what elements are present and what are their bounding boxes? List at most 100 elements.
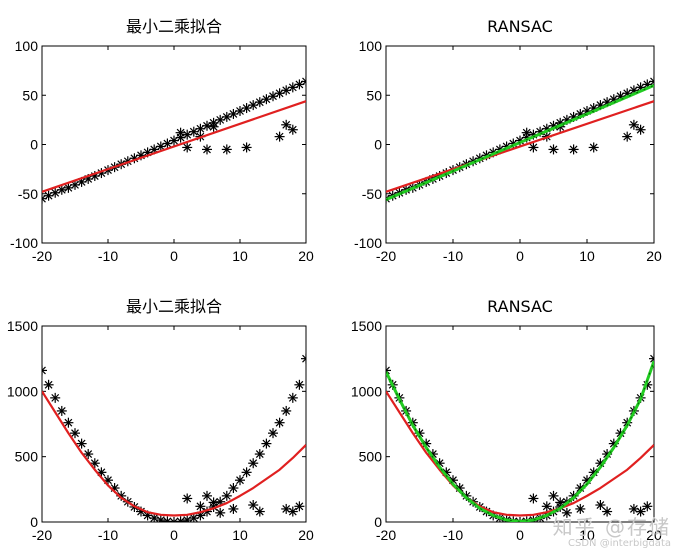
data-point: [281, 119, 292, 130]
watermark-line2: CSDN @interbigdata: [568, 538, 671, 549]
x-tick-label: 0: [516, 248, 524, 264]
data-point: [228, 483, 239, 494]
data-point: [602, 506, 613, 517]
data-point: [228, 503, 239, 514]
data-point: [588, 142, 599, 153]
data-point: [195, 501, 206, 512]
axes-frame: [41, 325, 307, 523]
data-point: [568, 144, 579, 155]
y-tick-label: 0: [30, 514, 38, 530]
data-point: [649, 76, 654, 87]
axes-frame: [385, 325, 655, 523]
watermark: 知乎 @存储 CSDN @interbigdata: [553, 517, 671, 549]
data-point: [56, 405, 67, 416]
data-point: [248, 500, 259, 511]
least-squares-fit-line: [42, 100, 306, 193]
data-point: [241, 142, 252, 153]
data-point: [70, 179, 80, 190]
data-point: [50, 187, 61, 198]
data-point: [528, 493, 539, 504]
data-point: [548, 490, 559, 501]
data-point: [169, 517, 179, 522]
data-point: [575, 503, 586, 514]
data-point: [622, 131, 633, 142]
data-point: [221, 111, 232, 122]
ransac-fit-line-overlay: [386, 84, 654, 201]
data-point: [182, 142, 193, 153]
data-point: [76, 438, 87, 449]
x-tick-label: 10: [232, 248, 248, 264]
watermark-line1: 知乎 @存储: [552, 515, 671, 539]
data-point: [254, 506, 265, 517]
x-tick-label: -10: [98, 527, 118, 543]
x-tick-label: -20: [376, 527, 396, 543]
series-points: [42, 353, 306, 522]
x-tick-label: -10: [443, 248, 463, 264]
y-tick-label: 0: [374, 514, 382, 530]
x-tick-label: 0: [170, 527, 178, 543]
data-point: [175, 127, 186, 138]
data-point: [287, 124, 298, 135]
x-tick-label: 0: [170, 248, 178, 264]
plot-area: [42, 353, 306, 522]
y-tick-label: 500: [15, 449, 39, 465]
y-tick-label: -50: [362, 186, 382, 202]
subplot-3: 最小二乘拟合 -20 -10 0 10 20 0 500 1000 1500: [7, 297, 314, 543]
data-point: [182, 493, 193, 504]
data-point: [235, 475, 245, 486]
data-point: [175, 516, 186, 522]
data-point: [182, 515, 193, 522]
data-point: [202, 144, 212, 155]
data-point: [202, 490, 212, 501]
data-point: [83, 449, 94, 460]
data-point: [642, 501, 653, 512]
data-point: [221, 144, 232, 155]
data-point: [248, 100, 259, 111]
chart-title: 最小二乘拟合: [126, 297, 222, 316]
data-point: [595, 500, 606, 511]
data-point: [43, 379, 54, 390]
y-tick-label: 100: [15, 38, 39, 54]
least-squares-fit-line: [42, 390, 306, 517]
x-tick-label: 20: [646, 527, 662, 543]
data-point: [208, 497, 219, 508]
data-point: [254, 449, 265, 460]
data-point: [261, 438, 272, 449]
chart-title: 最小二乘拟合: [126, 17, 222, 36]
data-point: [274, 131, 285, 142]
subplot-4: RANSAC -20 -10 0 10 20 0 500 1000 1500: [351, 297, 662, 543]
plot-area: [386, 76, 654, 204]
data-point: [281, 85, 292, 96]
y-tick-label: 1000: [351, 383, 382, 399]
x-tick-label: 10: [579, 248, 595, 264]
data-point: [635, 506, 646, 517]
data-point: [215, 507, 226, 518]
x-tick-label: 20: [298, 248, 314, 264]
x-tick-label: 10: [232, 527, 248, 543]
y-tick-label: -50: [18, 186, 38, 202]
data-point: [301, 353, 306, 364]
y-tick-label: -100: [10, 235, 38, 251]
data-point: [50, 392, 61, 403]
least-squares-fit-line: [386, 390, 654, 517]
chart-title: RANSAC: [487, 17, 553, 36]
data-point: [281, 405, 292, 416]
data-point: [541, 501, 552, 512]
x-tick-label: 20: [298, 527, 314, 543]
data-point: [155, 515, 166, 522]
x-tick-label: -10: [443, 527, 463, 543]
y-tick-label: 0: [374, 137, 382, 153]
data-point: [268, 428, 278, 439]
x-tick-label: 20: [646, 248, 662, 264]
x-tick-label: -20: [32, 248, 52, 264]
data-point: [70, 428, 80, 439]
data-point: [294, 501, 305, 512]
y-tick-label: 1500: [351, 318, 382, 334]
y-tick-label: 100: [359, 38, 383, 54]
data-point: [649, 353, 654, 364]
data-point: [301, 76, 306, 87]
x-tick-label: -20: [376, 248, 396, 264]
data-point: [635, 124, 646, 135]
data-point: [274, 417, 285, 428]
